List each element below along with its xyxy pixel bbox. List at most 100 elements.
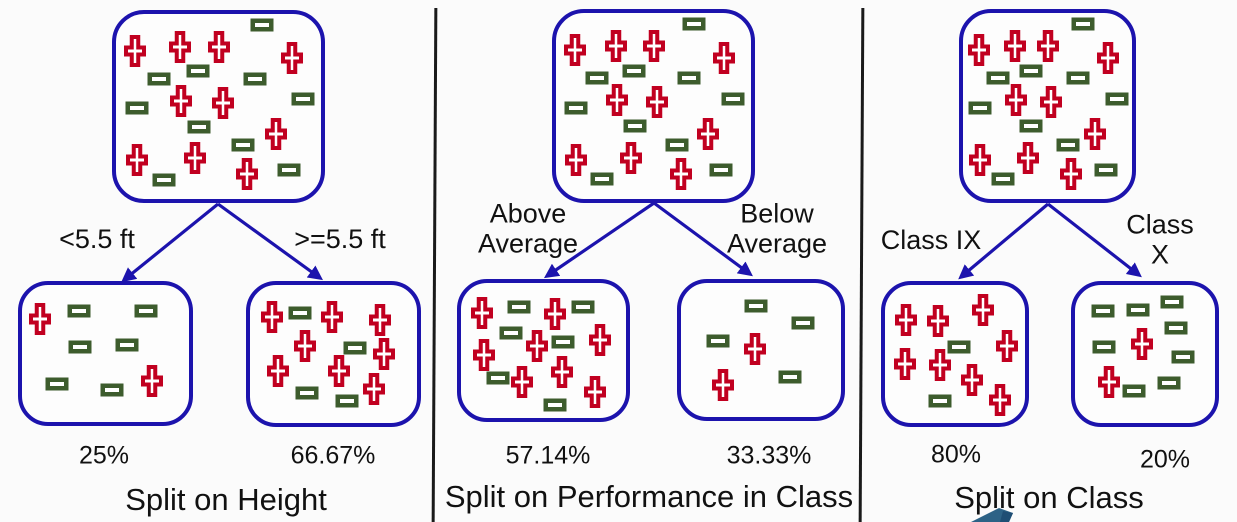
- plus-symbol: [1039, 86, 1062, 119]
- arrow-p1-left: [121, 202, 220, 283]
- plus-symbol: [369, 303, 392, 336]
- plus-symbol: [743, 332, 766, 365]
- rect-symbol: [968, 101, 992, 115]
- rect-symbol: [134, 304, 158, 318]
- plus-symbol: [697, 117, 720, 150]
- rect-symbol: [68, 340, 92, 354]
- rect-symbol: [1019, 64, 1043, 78]
- rect-symbol: [295, 386, 319, 400]
- plus-symbol: [995, 329, 1018, 362]
- rect-symbol: [45, 377, 69, 391]
- rect-symbol: [243, 72, 267, 86]
- right-child-node-box: [1071, 281, 1219, 427]
- panel-title: Split on Class: [954, 480, 1144, 515]
- plus-symbol: [564, 143, 587, 176]
- branch-label-right: >=5.5 ft: [294, 224, 386, 255]
- rect-symbol: [125, 101, 148, 115]
- rect-symbol: [115, 338, 139, 352]
- rect-symbol: [571, 300, 595, 314]
- rect-symbol: [623, 119, 647, 133]
- rect-symbol: [744, 299, 768, 313]
- branch-label-right: Below Average: [726, 198, 828, 258]
- rect-symbol: [288, 306, 312, 320]
- plus-symbol: [29, 303, 52, 336]
- right-child-percentage: 20%: [1139, 445, 1191, 474]
- rect-symbol: [1126, 303, 1150, 317]
- rect-symbol: [1122, 384, 1146, 398]
- rect-symbol: [585, 71, 609, 85]
- rect-symbol: [291, 92, 315, 106]
- left-child-percentage: 80%: [930, 440, 982, 469]
- branch-label-left: Class IX: [880, 225, 982, 256]
- plus-symbol: [124, 35, 147, 67]
- plus-symbol: [1097, 365, 1120, 398]
- rect-symbol: [706, 334, 730, 348]
- root-node-box: [552, 9, 755, 203]
- plus-symbol: [1017, 142, 1040, 175]
- plus-symbol: [972, 293, 994, 326]
- plus-symbol: [1036, 30, 1059, 63]
- rect-symbol: [622, 64, 646, 78]
- plus-symbol: [168, 31, 191, 64]
- rect-symbol: [1105, 92, 1129, 106]
- branch-label-left: <5.5 ft: [59, 224, 135, 255]
- left-child-node-box: [457, 279, 630, 422]
- plus-symbol: [646, 86, 669, 119]
- rect-symbol: [778, 370, 802, 384]
- panel-title: Split on Height: [125, 482, 327, 517]
- plus-symbol: [473, 338, 496, 371]
- plus-symbol: [895, 303, 917, 336]
- panel-divider-line: [858, 7, 865, 522]
- plus-symbol: [260, 300, 283, 333]
- plus-symbol: [207, 31, 230, 64]
- plus-symbol: [236, 158, 259, 191]
- plus-symbol: [1131, 328, 1154, 361]
- rect-symbol: [791, 316, 815, 330]
- rect-symbol: [677, 71, 701, 85]
- rect-symbol: [1164, 321, 1188, 335]
- right-child-node-box: [677, 279, 845, 421]
- plus-symbol: [264, 118, 287, 151]
- plus-symbol: [169, 84, 192, 117]
- plus-symbol: [211, 86, 234, 119]
- rect-symbol: [486, 371, 510, 384]
- rect-symbol: [100, 383, 124, 397]
- rect-symbol: [1171, 350, 1195, 364]
- rect-symbol: [543, 398, 567, 411]
- plus-symbol: [544, 298, 567, 331]
- rect-symbol: [1091, 304, 1115, 318]
- plus-symbol: [605, 30, 628, 63]
- panel-title: Split on Performance in Class: [444, 479, 854, 514]
- panel-divider-line: [431, 7, 438, 522]
- plus-symbol: [606, 84, 629, 117]
- rect-symbol: [590, 172, 614, 186]
- plus-symbol: [525, 330, 548, 363]
- right-child-percentage: 33.33%: [726, 441, 812, 470]
- plus-symbol: [1083, 117, 1106, 150]
- rect-symbol: [1019, 119, 1043, 133]
- plus-symbol: [511, 365, 534, 398]
- plus-symbol: [372, 338, 395, 370]
- rect-symbol: [1066, 71, 1090, 85]
- plus-symbol: [294, 329, 317, 362]
- rect-symbol: [231, 138, 255, 152]
- rect-symbol: [551, 335, 575, 349]
- plus-symbol: [281, 42, 304, 75]
- rect-symbol: [1160, 295, 1184, 309]
- plus-symbol: [362, 372, 385, 405]
- root-node-box: [112, 10, 325, 203]
- left-child-node-box: [881, 281, 1029, 427]
- plus-symbol: [928, 349, 951, 382]
- rect-symbol: [67, 304, 91, 318]
- plus-symbol: [669, 157, 692, 190]
- rect-symbol: [152, 173, 176, 187]
- plus-symbol: [927, 304, 950, 337]
- plus-symbol: [620, 142, 643, 175]
- plus-symbol: [711, 368, 734, 401]
- left-child-node-box: [18, 281, 193, 426]
- plus-symbol: [327, 354, 350, 387]
- rect-symbol: [499, 326, 522, 340]
- rect-symbol: [1157, 376, 1181, 390]
- plus-symbol: [141, 364, 164, 397]
